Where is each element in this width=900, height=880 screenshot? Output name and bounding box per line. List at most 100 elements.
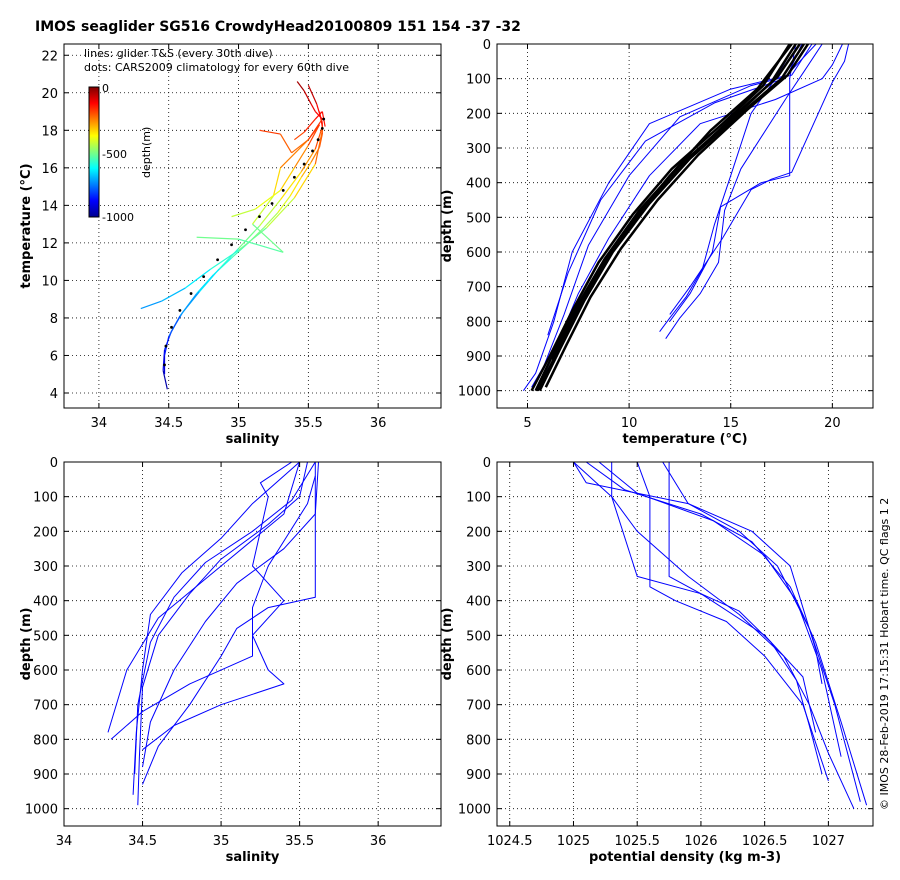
x-tick-label: 1026.5: [742, 834, 788, 849]
axes-frame: [496, 461, 874, 827]
ts-line-segment: [310, 103, 316, 112]
x-tick-label: 34.5: [154, 416, 183, 431]
colorbar-tick-1000: -1000: [102, 211, 134, 224]
climatology-dot: [230, 243, 233, 247]
y-tick-label: 100: [33, 491, 58, 506]
y-axis-label: depth (m): [19, 608, 34, 681]
side-credit-note: © IMOS 28-Feb-2019 17:15:31 Hobart time.…: [878, 498, 891, 810]
y-tick-label: 6: [50, 349, 58, 364]
y-tick-label: 600: [33, 664, 58, 679]
x-tick-label: 34: [91, 416, 108, 431]
y-axis-label: depth (m): [440, 190, 455, 263]
colorbar: 0 -500 -1000 depth(m): [88, 82, 153, 224]
x-axis-label: salinity: [226, 432, 280, 447]
ts-line-segment: [162, 349, 166, 371]
ts-line-segment: [254, 189, 281, 210]
panel-temperature-salinity: 34 34.5 35 35.5 36 4 6 8 10 12 14 16 18 20 22 salinity t…: [19, 43, 442, 447]
plot-area: [573, 462, 868, 809]
ts-line-segment: [303, 90, 312, 105]
glider-profile: [636, 462, 829, 782]
y-axis-label: temperature (°C): [19, 163, 34, 288]
climatology-profile: [550, 44, 793, 361]
y-tick-label: 600: [466, 246, 491, 261]
climatology-dot: [281, 188, 285, 192]
y-tick-label: 0: [483, 38, 491, 53]
ts-line-segment: [294, 131, 305, 141]
ts-line-segment: [279, 171, 302, 201]
glider-profile: [137, 462, 308, 806]
x-tick-label: 15: [722, 416, 739, 431]
ts-line-segment: [263, 212, 279, 229]
y-tick-label: 0: [483, 456, 491, 471]
y-tick-label: 300: [466, 142, 491, 157]
glider-profile: [142, 462, 316, 785]
plot-area: [140, 81, 326, 390]
glider-profile: [611, 462, 855, 809]
climatology-dot: [170, 325, 173, 329]
x-tick-label: 36: [370, 416, 387, 431]
ts-line-segment: [289, 176, 302, 197]
glider-profile: [132, 462, 300, 795]
ts-line-segment: [314, 130, 323, 165]
climatology-dot: [316, 138, 320, 142]
x-tick-label: 10: [621, 416, 638, 431]
x-tick-label: 1026: [684, 834, 717, 849]
ts-line-segment: [279, 167, 295, 191]
x-tick-label: 20: [824, 416, 841, 431]
glider-profile: [543, 44, 843, 377]
glider-profile: [142, 462, 319, 768]
y-tick-label: 400: [33, 595, 58, 610]
climatology-dot: [202, 275, 206, 279]
glider-profile: [107, 462, 301, 733]
panel-density-depth: 1024.5 1025 1025.5 1026 1026.5 1027 0 100 200 300…: [440, 456, 874, 865]
y-tick-label: 300: [466, 560, 491, 575]
colorbar-scale: [88, 86, 100, 218]
ts-line-segment: [318, 133, 323, 148]
y-tick-label: 100: [466, 491, 491, 506]
y-tick-label: 100: [466, 73, 491, 88]
climatology-dot: [292, 175, 296, 179]
x-tick-label: 34.5: [128, 834, 157, 849]
y-tick-label: 18: [41, 124, 58, 139]
y-tick-label: 500: [466, 629, 491, 644]
ts-line-segment: [252, 195, 274, 225]
y-tick-label: 20: [41, 87, 58, 102]
plot-area: [522, 44, 850, 392]
climatology-profile: [544, 44, 810, 388]
ts-line-segment: [280, 139, 309, 169]
y-tick-label: 0: [50, 456, 58, 471]
colorbar-tick-500: -500: [102, 148, 127, 161]
y-tick-label: 12: [41, 237, 58, 252]
ts-line-segment: [300, 161, 312, 178]
ts-line-segment: [238, 225, 260, 249]
x-tick-label: 1024.5: [487, 834, 533, 849]
ts-line-segment: [307, 124, 321, 141]
y-axis-label: depth (m): [440, 608, 455, 681]
ts-line-segment: [179, 291, 200, 317]
climatology-dot: [311, 149, 314, 153]
y-tick-label: 1000: [25, 803, 58, 818]
colorbar-label: depth(m): [140, 127, 153, 178]
x-tick-label: 36: [370, 834, 387, 849]
glider-profile: [585, 462, 868, 806]
plot-area: [107, 462, 319, 806]
y-tick-label: 900: [466, 350, 491, 365]
ts-line-segment: [277, 195, 291, 214]
y-tick-label: 400: [466, 595, 491, 610]
y-tick-label: 22: [41, 49, 58, 64]
ts-line-segment: [303, 118, 316, 133]
climatology-dot: [258, 215, 261, 219]
glider-profile: [669, 44, 797, 322]
climatology-dot: [216, 258, 219, 262]
y-tick-label: 200: [466, 525, 491, 540]
x-tick-label: 1025.5: [614, 834, 660, 849]
y-tick-label: 800: [466, 315, 491, 330]
glider-profile: [662, 462, 823, 684]
x-tick-label: 1025: [557, 834, 590, 849]
y-tick-label: 700: [33, 699, 58, 714]
glider-profile: [110, 475, 316, 740]
y-tick-label: 8: [50, 312, 58, 327]
y-tick-label: 800: [33, 733, 58, 748]
ts-line-segment: [252, 223, 284, 253]
